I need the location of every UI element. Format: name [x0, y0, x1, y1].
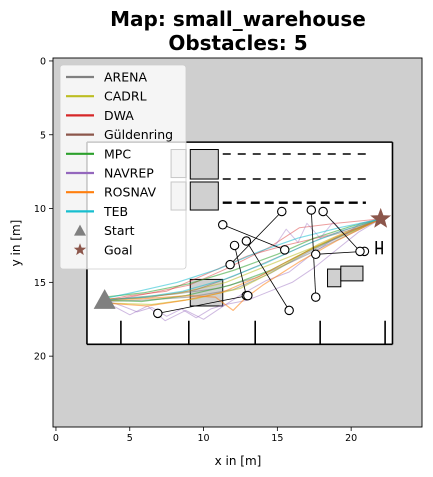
legend-label: TEB [103, 204, 128, 219]
static-obstacle [340, 265, 364, 282]
plot-frame [52, 57, 423, 428]
dynamic-obstacle-waypoint [310, 292, 321, 302]
dynamic-obstacle-waypoint [310, 249, 321, 260]
legend-label: MPC [104, 146, 131, 161]
dynamic-obstacle-path [234, 245, 248, 297]
legend-swatch [73, 243, 87, 256]
x-axis-label: x in [m] [215, 454, 262, 468]
y-tick-label: 15 [34, 278, 46, 289]
legend-label: Goal [104, 242, 132, 257]
dynamic-obstacle-waypoint [277, 206, 287, 217]
dynamic-obstacle-path [222, 224, 286, 251]
dynamic-obstacle-path [246, 240, 290, 311]
x-tick-label: 0 [53, 433, 59, 444]
y-tick-label: 10 [34, 204, 46, 215]
trajectory-line [104, 218, 381, 300]
dynamic-obstacle-waypoint [306, 205, 317, 215]
y-tick-label: 20 [34, 352, 46, 363]
x-tick-label: 5 [127, 433, 133, 444]
trajectory-line [104, 218, 381, 306]
dynamic-obstacle-waypoint [229, 240, 240, 251]
static-obstacle [189, 149, 219, 180]
y-tick-label: 5 [40, 130, 46, 141]
x-tick-label: 20 [345, 433, 357, 444]
dynamic-obstacle-waypoint [318, 206, 328, 217]
dynamic-obstacle-waypoint [217, 220, 228, 230]
dynamic-obstacle-waypoint [243, 290, 253, 301]
legend-label: Güldenring [104, 127, 173, 142]
start-marker [93, 289, 116, 309]
dynamic-obstacle-waypoint [225, 259, 235, 270]
trajectory-line [104, 218, 381, 301]
trajectory-line [104, 218, 381, 302]
dynamic-obstacle-path [322, 211, 361, 252]
dynamic-obstacle-waypoint [284, 305, 294, 316]
trajectory-line [104, 218, 381, 319]
dynamic-obstacle-waypoint [279, 245, 290, 255]
trajectory-line [104, 218, 381, 322]
legend-label: ARENA [104, 70, 147, 85]
trajectory-line [104, 218, 381, 298]
chart-title-line-2: Obstacles: 5 [168, 31, 307, 55]
axes: 0 5 10 15 20 0 5 10 15 20 [34, 56, 423, 444]
dynamic-obstacle-waypoint [153, 308, 163, 319]
dynamic-obstacle-waypoint [355, 246, 365, 257]
legend-swatch [74, 224, 86, 236]
legend-label: CADRL [104, 89, 147, 104]
legend-label: DWA [104, 108, 134, 123]
legend-label: NAVREP [104, 166, 154, 181]
static-obstacle [189, 181, 219, 211]
legend-label: Start [104, 223, 135, 238]
dynamic-obstacle-path [157, 295, 248, 315]
dynamic-obstacle-path [229, 211, 283, 265]
trajectory-line [104, 218, 381, 307]
chart-title-line-1: Map: small_warehouse [110, 7, 366, 31]
y-axis-label: y in [m] [9, 220, 23, 267]
legend: ARENA CADRL DWA Güldenring MPC NAVREP ROSNAV TE… [59, 64, 187, 270]
static-obstacle [327, 268, 342, 288]
y-tick-label: 0 [40, 56, 46, 67]
goal-marker [370, 207, 392, 228]
x-tick-label: 10 [198, 433, 210, 444]
x-tick-label: 15 [271, 433, 283, 444]
dynamic-obstacle-waypoint [241, 236, 252, 246]
legend-label: ROSNAV [104, 185, 157, 200]
